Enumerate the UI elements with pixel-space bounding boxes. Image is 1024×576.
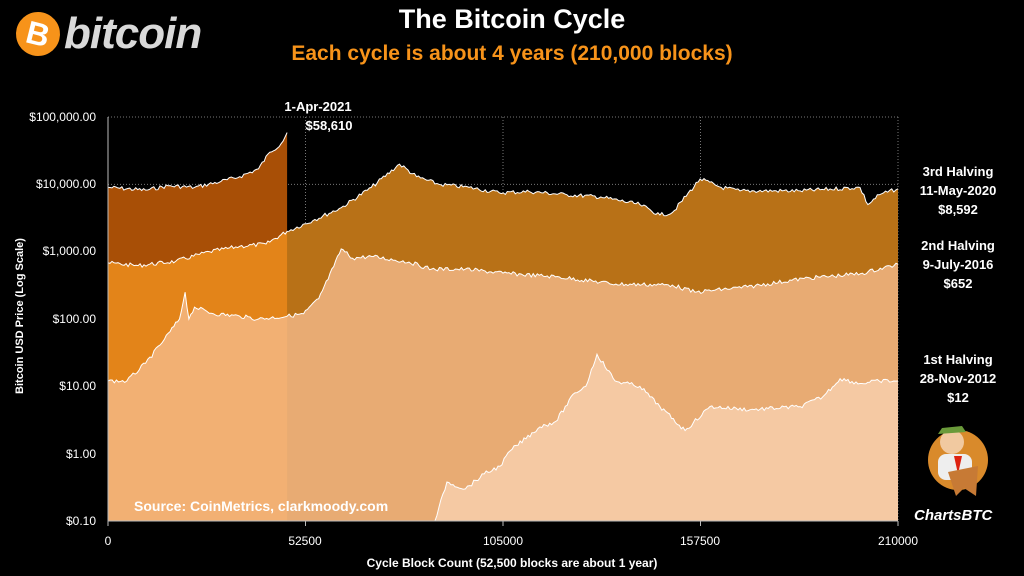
y-tick-label: $100,000.00 <box>29 110 96 124</box>
x-tick-label: 157500 <box>679 534 721 548</box>
source-note: Source: CoinMetrics, clarkmoody.com <box>134 498 389 514</box>
annotation-price: $58,610 <box>305 118 353 133</box>
y-tick-label: $0.10 <box>65 514 96 528</box>
annotation-current: 1-Apr-2021 $58,610 <box>263 97 373 135</box>
bitcoin-wordmark: bitcoin <box>64 9 202 58</box>
annotation-price: $652 <box>943 276 973 291</box>
annotation-title: 2nd Halving <box>921 238 995 253</box>
x-tick-label: 105000 <box>482 534 524 548</box>
y-tick-label: $1,000.00 <box>42 244 96 258</box>
x-tick-label: 210000 <box>877 534 919 548</box>
bitcoin-logo: B bitcoin <box>11 7 202 61</box>
annotation-date: 28-Nov-2012 <box>919 371 997 386</box>
series-line-2 <box>107 248 899 384</box>
y-tick-label: $10.00 <box>59 379 96 393</box>
chartsbtc-mascot-icon <box>928 426 988 496</box>
series-line-3 <box>434 352 899 522</box>
annotation-title: 3rd Halving <box>922 164 994 179</box>
series-line-0 <box>107 132 288 192</box>
x-axis-label: Cycle Block Count (52,500 blocks are abo… <box>366 556 658 570</box>
y-tick-label: $1.00 <box>65 447 96 461</box>
chart-subtitle: Each cycle is about 4 years (210,000 blo… <box>291 42 733 65</box>
y-tick-label: $100.00 <box>52 312 96 326</box>
x-tick-label: 0 <box>104 534 112 548</box>
y-axis-label: Bitcoin USD Price (Log Scale) <box>14 238 26 394</box>
annotation-title: 1st Halving <box>923 352 993 367</box>
annotation-price: $12 <box>947 390 969 405</box>
x-tick-label: 52500 <box>288 534 322 548</box>
series-area-current-2 <box>108 292 288 521</box>
annotation-date: 11-May-2020 <box>919 183 997 198</box>
annotation-1st-halving: 1st Halving 28-Nov-2012 $12 <box>903 350 1013 407</box>
annotation-3rd-halving: 3rd Halving 11-May-2020 $8,592 <box>903 162 1013 219</box>
chartsbtc-brand: ChartsBTC <box>914 507 993 524</box>
y-tick-label: $10,000.00 <box>35 177 96 191</box>
series-line-1 <box>107 163 899 268</box>
annotation-2nd-halving: 2nd Halving 9-July-2016 $652 <box>903 236 1013 293</box>
series-area-3 <box>434 354 898 521</box>
annotation-date: 9-July-2016 <box>922 257 994 272</box>
annotation-price: $8,592 <box>938 202 978 217</box>
chart-title: The Bitcoin Cycle <box>398 4 626 34</box>
annotation-date: 1-Apr-2021 <box>284 99 352 114</box>
